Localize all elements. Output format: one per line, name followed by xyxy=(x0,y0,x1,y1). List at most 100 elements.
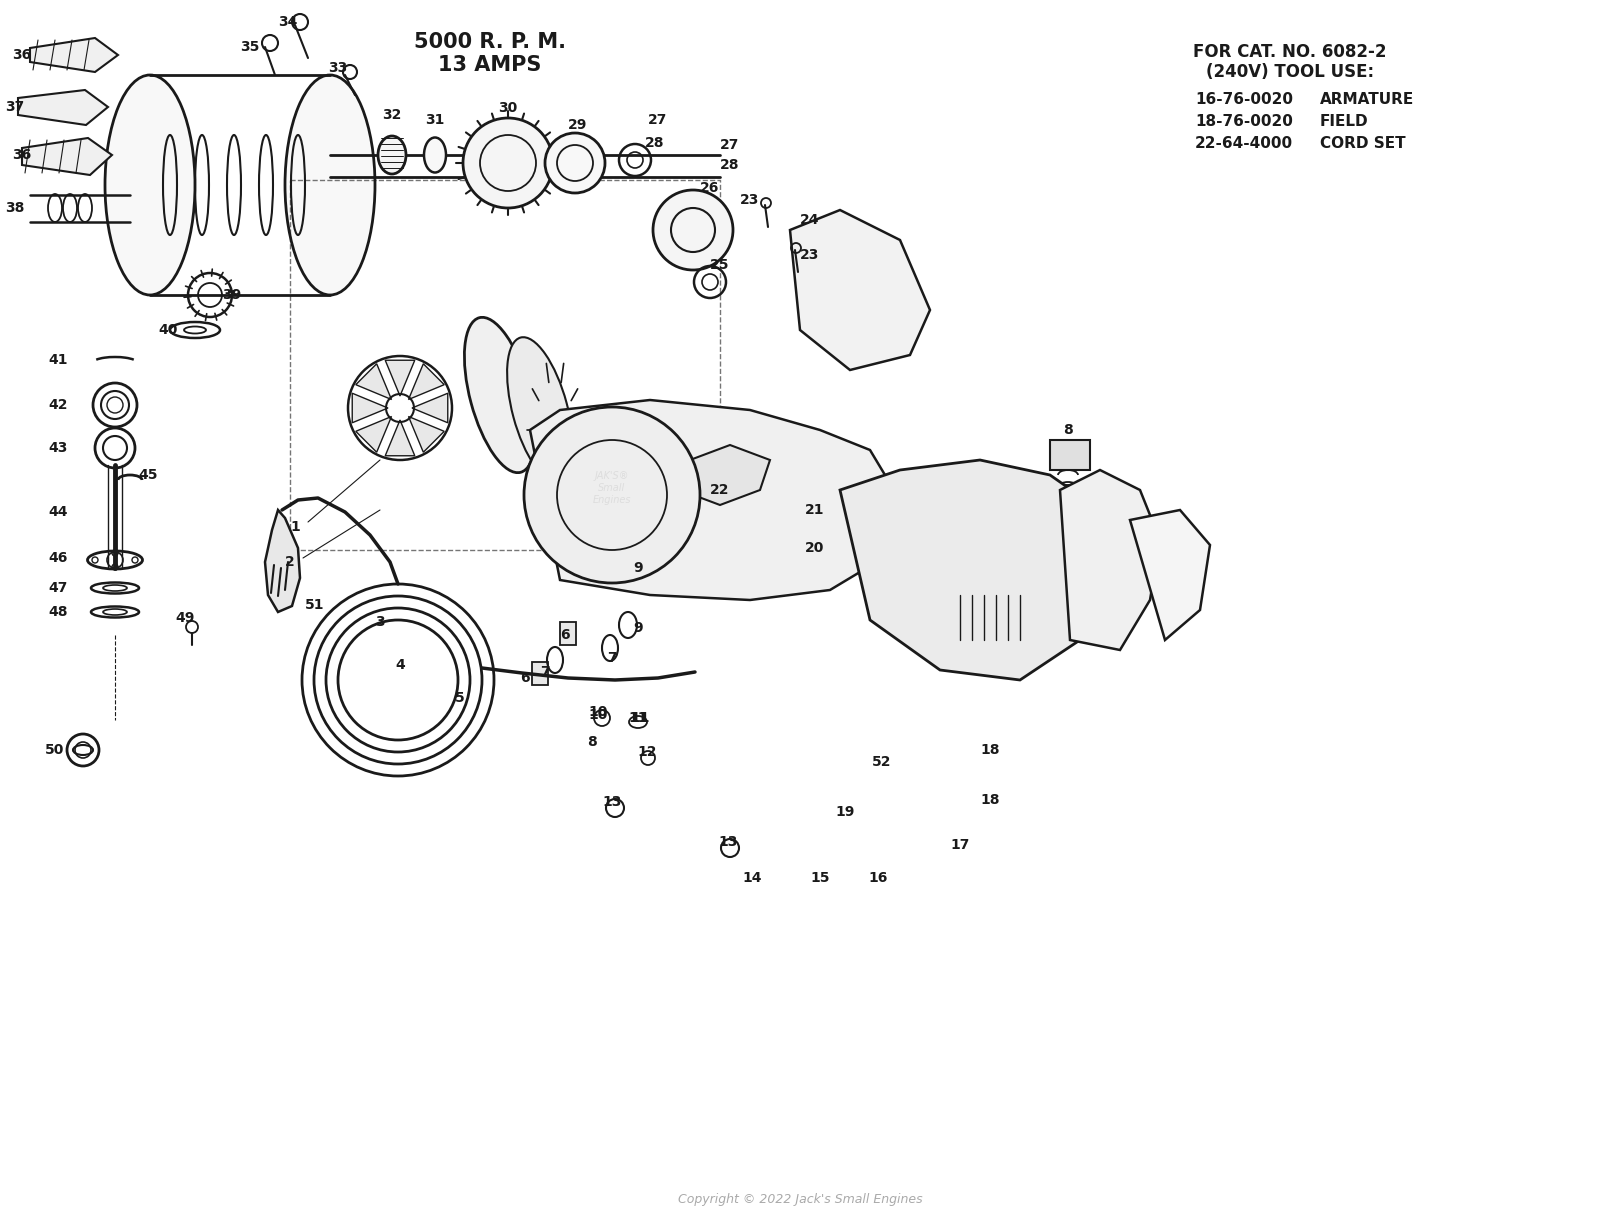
Text: 22-64-4000: 22-64-4000 xyxy=(1195,137,1293,152)
Text: 28: 28 xyxy=(645,136,664,150)
Text: 40: 40 xyxy=(158,323,178,337)
Text: 52: 52 xyxy=(872,755,891,769)
Text: 23: 23 xyxy=(741,193,760,207)
Polygon shape xyxy=(30,38,118,72)
Polygon shape xyxy=(1050,440,1090,470)
Text: 46: 46 xyxy=(48,551,67,565)
Text: 18-76-0020: 18-76-0020 xyxy=(1195,115,1293,130)
Polygon shape xyxy=(355,417,392,452)
Text: 35: 35 xyxy=(240,40,259,54)
Polygon shape xyxy=(355,364,392,400)
Text: 26: 26 xyxy=(701,181,720,196)
Text: 8: 8 xyxy=(1062,423,1074,437)
Ellipse shape xyxy=(464,318,536,473)
Text: 51: 51 xyxy=(306,598,325,612)
Circle shape xyxy=(653,189,733,270)
Text: 23: 23 xyxy=(800,248,819,262)
Polygon shape xyxy=(386,420,414,456)
Polygon shape xyxy=(18,90,109,125)
Ellipse shape xyxy=(424,138,446,172)
Text: 8: 8 xyxy=(587,734,597,749)
Text: 45: 45 xyxy=(138,468,158,481)
Text: 18: 18 xyxy=(981,793,1000,807)
Text: 1: 1 xyxy=(290,521,299,534)
Polygon shape xyxy=(386,360,414,396)
Text: 47: 47 xyxy=(48,580,67,595)
Text: 13: 13 xyxy=(718,835,738,849)
Text: 42: 42 xyxy=(48,398,67,412)
Text: 41: 41 xyxy=(48,353,67,367)
Polygon shape xyxy=(352,393,387,423)
Circle shape xyxy=(546,133,605,193)
Polygon shape xyxy=(840,459,1120,679)
Text: 9: 9 xyxy=(634,621,643,635)
Text: 7: 7 xyxy=(541,665,550,679)
Text: 22: 22 xyxy=(710,483,730,497)
Text: 11: 11 xyxy=(629,711,648,725)
Text: 5: 5 xyxy=(454,690,466,705)
Text: 3: 3 xyxy=(374,615,386,629)
Polygon shape xyxy=(790,210,930,370)
Text: 21: 21 xyxy=(805,503,824,517)
Text: FIELD: FIELD xyxy=(1320,115,1368,130)
Text: 27: 27 xyxy=(720,138,739,152)
Text: 34: 34 xyxy=(278,15,298,29)
Text: 33: 33 xyxy=(328,61,347,75)
Ellipse shape xyxy=(507,337,573,483)
Circle shape xyxy=(525,407,701,583)
Ellipse shape xyxy=(378,136,406,174)
Text: 13: 13 xyxy=(602,796,622,809)
Text: 48: 48 xyxy=(48,605,67,620)
Text: 37: 37 xyxy=(5,100,24,114)
Polygon shape xyxy=(413,393,448,423)
Text: 44: 44 xyxy=(48,505,67,519)
Text: 16: 16 xyxy=(869,871,888,885)
Text: 4: 4 xyxy=(395,657,405,672)
Polygon shape xyxy=(1130,510,1210,640)
Text: 27: 27 xyxy=(648,112,667,127)
Text: CORD SET: CORD SET xyxy=(1320,137,1406,152)
Text: 7: 7 xyxy=(606,651,618,665)
Polygon shape xyxy=(1059,470,1160,650)
Text: 28: 28 xyxy=(720,158,739,172)
Text: 14: 14 xyxy=(742,871,762,885)
Text: 9: 9 xyxy=(634,561,643,576)
Text: 6: 6 xyxy=(520,671,530,686)
Text: 2: 2 xyxy=(285,555,294,569)
Polygon shape xyxy=(560,622,576,645)
Text: 50: 50 xyxy=(45,743,64,756)
Text: 10: 10 xyxy=(589,705,608,719)
Ellipse shape xyxy=(106,75,195,295)
Ellipse shape xyxy=(285,75,374,295)
Text: 25: 25 xyxy=(710,258,730,273)
Text: 30: 30 xyxy=(498,101,518,115)
Polygon shape xyxy=(408,417,445,452)
Text: 17: 17 xyxy=(950,838,970,852)
Text: ARMATURE: ARMATURE xyxy=(1320,93,1414,108)
Text: 49: 49 xyxy=(176,611,195,624)
Polygon shape xyxy=(531,662,547,686)
Text: 31: 31 xyxy=(426,112,445,127)
Text: Copyright © 2022 Jack's Small Engines: Copyright © 2022 Jack's Small Engines xyxy=(678,1194,922,1206)
Polygon shape xyxy=(680,445,770,505)
Text: 18: 18 xyxy=(981,743,1000,756)
Polygon shape xyxy=(530,400,899,600)
Text: 24: 24 xyxy=(800,213,819,227)
Text: JAK'S®
Small
Engines: JAK'S® Small Engines xyxy=(592,472,632,505)
Text: 11: 11 xyxy=(630,711,650,725)
Text: 6: 6 xyxy=(560,628,570,642)
Circle shape xyxy=(462,119,554,208)
Text: 19: 19 xyxy=(835,805,854,819)
Text: 36: 36 xyxy=(13,48,32,62)
Text: 29: 29 xyxy=(568,119,587,132)
Text: 16-76-0020: 16-76-0020 xyxy=(1195,93,1293,108)
Text: 13 AMPS: 13 AMPS xyxy=(438,55,542,75)
Text: FOR CAT. NO. 6082-2: FOR CAT. NO. 6082-2 xyxy=(1194,43,1387,61)
Text: 20: 20 xyxy=(805,541,824,555)
Polygon shape xyxy=(266,510,301,612)
Polygon shape xyxy=(22,138,112,175)
Polygon shape xyxy=(408,364,445,400)
Text: 5000 R. P. M.: 5000 R. P. M. xyxy=(414,32,566,53)
Text: 32: 32 xyxy=(382,108,402,122)
Text: 15: 15 xyxy=(810,871,830,885)
